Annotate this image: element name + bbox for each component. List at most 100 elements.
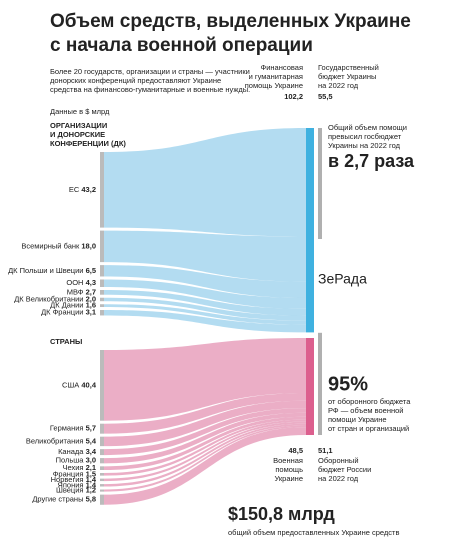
subtitle: средства на финансово-гуманитарные и вое… [50,85,250,94]
target-label: Украине [274,474,303,483]
flow [104,265,306,298]
node-name: МВФ [67,287,84,296]
node-bar [100,230,104,263]
node-value: 1,6 [86,301,96,310]
node-value: 4,3 [86,278,96,287]
node-bar [100,310,104,316]
annotation: РФ — объем военной [328,406,404,415]
reference-label: на 2022 год [318,474,359,483]
node-value: 1,2 [86,486,96,495]
node-value: 40,4 [81,380,96,389]
flow [104,310,306,333]
flow [104,425,306,492]
node-bar [100,484,104,487]
flow [104,421,306,482]
node-label: Великобритания 5,4 [26,436,97,445]
node-label: Швеция 1,2 [56,486,96,495]
title: с начала военной операции [50,35,313,56]
node-label: Канада 3,4 [58,447,97,456]
annotation: Общий объем помощи [328,123,407,132]
flow [104,416,306,470]
node-label: США 40,4 [62,380,97,389]
node-label: ЕС 43,2 [69,185,96,194]
node-bar [100,290,104,295]
node-name: Канада [58,447,84,456]
node-label: МВФ 2,7 [67,287,96,296]
node-value: 6,5 [86,266,96,275]
node-label: Норвегия 1,4 [51,475,97,484]
node-value: 5,8 [86,495,96,504]
node-label: ДК Франции 3,1 [41,308,96,317]
target-bar [306,338,314,435]
total-note: общий объем предоставленных Украине сред… [228,528,399,537]
flow [104,279,306,309]
node-name: Всемирный банк [21,241,80,250]
node-bar [100,449,104,456]
node-value: 1,4 [86,475,97,484]
node-name: Швеция [56,486,84,495]
node-bar [100,466,104,470]
node-value: 3,1 [86,308,96,317]
node-label: Япония 1,4 [57,480,96,489]
node-value: 5,4 [86,436,97,445]
node-value: 43,2 [81,185,96,194]
total: $150,8 млрд [228,504,335,524]
node-label: ДК Великобритании 2,0 [14,294,96,303]
node-bar [100,350,104,421]
node-label: ДК Дании 1,6 [50,301,96,310]
flow [104,290,306,316]
node-bar [100,458,104,464]
annotation: Украины на 2022 год [328,141,401,150]
reference-bar [318,128,322,239]
node-bar [100,423,104,434]
node-name: ДК Великобритании [14,294,83,303]
flow [104,408,306,456]
node-name: ЕС [69,185,80,194]
node-bar [100,297,104,302]
node-name: США [62,380,79,389]
annotation-highlight: 95% [328,373,368,395]
node-bar [100,436,104,447]
node-label: Германия 5,7 [50,424,96,433]
flow [104,419,306,476]
node-name: Франция [53,469,84,478]
node-label: ДК Польши и Швеции 6,5 [8,266,96,275]
annotation: от оборонного бюджета [328,397,411,406]
flow [104,338,306,421]
node-value: 18,0 [81,241,96,250]
target-label: помощь Украине [245,81,303,90]
flow [104,423,306,487]
node-bar [100,494,104,505]
node-label: Франция 1,5 [53,469,96,478]
node-bar [100,279,104,287]
node-value: 1,4 [86,480,97,489]
reference-bar [318,332,322,435]
node-value: 2,0 [86,294,96,303]
reference-label: Оборонный [318,456,359,465]
reference-label: Государственный [318,63,379,72]
flow [104,304,306,325]
group-label: ОРГАНИЗАЦИИ [50,121,107,130]
node-bar [100,304,104,308]
flow [104,427,306,505]
node-bar [100,473,104,476]
node-label: Всемирный банк 18,0 [21,241,96,250]
flow [104,400,306,447]
target-label: помощь [275,465,303,474]
title: Объем средств, выделенных Украине [50,11,411,32]
node-name: Польша [56,456,85,465]
reference-label: на 2022 год [318,81,359,90]
annotation-highlight: в 2,7 раза [328,151,415,171]
reference-value: 55,5 [318,92,333,101]
node-label: ООН 4,3 [66,278,96,287]
annotation: от стран и организаций [328,424,409,433]
watermark: ЗеРада [318,271,367,287]
target-label: и гуманитарная [249,72,303,81]
subtitle: донорских конференций предоставляют Укра… [50,76,221,85]
flow [104,392,306,434]
annotation: помощи Украине [328,415,387,424]
flow [104,230,306,282]
group-label: КОНФЕРЕНЦИИ (ДК) [50,139,126,148]
node-name: Великобритания [26,436,84,445]
